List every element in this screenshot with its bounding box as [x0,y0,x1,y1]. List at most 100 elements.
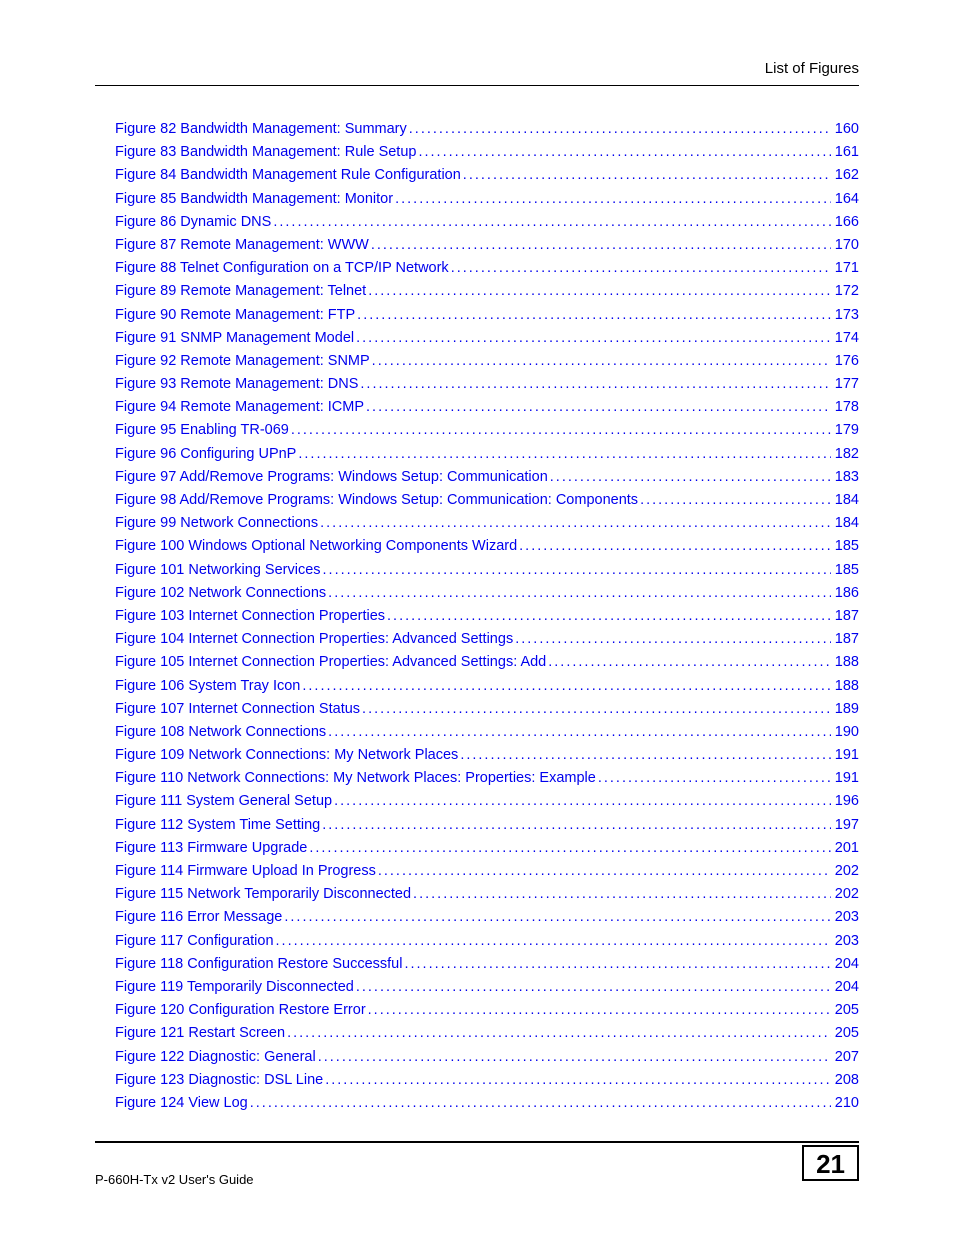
toc-leader-dots [463,164,831,187]
toc-entry-title: Figure 115 Network Temporarily Disconnec… [115,883,411,906]
toc-leader-dots [519,535,831,558]
toc-entry[interactable]: Figure 109 Network Connections: My Netwo… [115,744,859,767]
toc-entry[interactable]: Figure 103 Internet Connection Propertie… [115,605,859,628]
toc-leader-dots [325,1069,831,1092]
toc-entry[interactable]: Figure 108 Network Connections190 [115,721,859,744]
toc-entry[interactable]: Figure 93 Remote Management: DNS177 [115,373,859,396]
toc-entry-page: 188 [831,675,859,698]
page-number: 21 [802,1145,859,1181]
toc-entry-page: 188 [831,651,859,674]
toc-entry-title: Figure 109 Network Connections: My Netwo… [115,744,458,767]
toc-entry[interactable]: Figure 104 Internet Connection Propertie… [115,628,859,651]
toc-entry-title: Figure 122 Diagnostic: General [115,1046,316,1069]
toc-entry[interactable]: Figure 110 Network Connections: My Netwo… [115,767,859,790]
toc-leader-dots [322,814,831,837]
toc-entry[interactable]: Figure 113 Firmware Upgrade201 [115,837,859,860]
toc-leader-dots [276,930,831,953]
toc-entry-title: Figure 124 View Log [115,1092,248,1115]
toc-entry[interactable]: Figure 106 System Tray Icon 188 [115,675,859,698]
toc-entry-title: Figure 106 System Tray Icon [115,675,300,698]
toc-entry[interactable]: Figure 107 Internet Connection Status189 [115,698,859,721]
document-page: List of Figures Figure 82 Bandwidth Mana… [0,0,954,1235]
toc-entry[interactable]: Figure 123 Diagnostic: DSL Line208 [115,1069,859,1092]
toc-entry-title: Figure 118 Configuration Restore Success… [115,953,402,976]
toc-entry-title: Figure 116 Error Message [115,906,282,929]
toc-entry-page: 160 [831,118,859,141]
toc-leader-dots [378,860,831,883]
toc-entry-page: 184 [831,512,859,535]
toc-entry[interactable]: Figure 94 Remote Management: ICMP 178 [115,396,859,419]
toc-entry-page: 187 [831,605,859,628]
toc-entry[interactable]: Figure 112 System Time Setting 197 [115,814,859,837]
toc-entry[interactable]: Figure 120 Configuration Restore Error20… [115,999,859,1022]
toc-entry[interactable]: Figure 89 Remote Management: Telnet172 [115,280,859,303]
toc-entry-page: 185 [831,535,859,558]
toc-entry[interactable]: Figure 83 Bandwidth Management: Rule Set… [115,141,859,164]
toc-leader-dots [404,953,830,976]
toc-entry-page: 197 [831,814,859,837]
toc-entry[interactable]: Figure 116 Error Message203 [115,906,859,929]
toc-entry-page: 189 [831,698,859,721]
toc-entry[interactable]: Figure 95 Enabling TR-069179 [115,419,859,442]
toc-entry[interactable]: Figure 87 Remote Management: WWW170 [115,234,859,257]
toc-entry[interactable]: Figure 102 Network Connections186 [115,582,859,605]
toc-entry[interactable]: Figure 98 Add/Remove Programs: Windows S… [115,489,859,512]
toc-entry[interactable]: Figure 117 Configuration203 [115,930,859,953]
toc-entry[interactable]: Figure 121 Restart Screen205 [115,1022,859,1045]
toc-entry[interactable]: Figure 96 Configuring UPnP182 [115,443,859,466]
toc-entry[interactable]: Figure 122 Diagnostic: General207 [115,1046,859,1069]
toc-entry[interactable]: Figure 82 Bandwidth Management: Summary1… [115,118,859,141]
toc-entry[interactable]: Figure 85 Bandwidth Management: Monitor1… [115,188,859,211]
toc-entry[interactable]: Figure 99 Network Connections 184 [115,512,859,535]
toc-leader-dots [368,280,831,303]
toc-entry-page: 176 [831,350,859,373]
toc-leader-dots [515,628,831,651]
toc-entry-title: Figure 99 Network Connections [115,512,318,535]
footer-rule [95,1141,859,1143]
toc-entry[interactable]: Figure 84 Bandwidth Management Rule Conf… [115,164,859,187]
toc-entry-title: Figure 84 Bandwidth Management Rule Conf… [115,164,461,187]
toc-entry[interactable]: Figure 86 Dynamic DNS 166 [115,211,859,234]
toc-leader-dots [371,234,831,257]
toc-entry-title: Figure 92 Remote Management: SNMP [115,350,370,373]
toc-entry-page: 178 [831,396,859,419]
toc-entry-title: Figure 108 Network Connections [115,721,326,744]
toc-entry-page: 201 [831,837,859,860]
toc-leader-dots [418,141,830,164]
toc-entry-title: Figure 114 Firmware Upload In Progress [115,860,376,883]
toc-entry[interactable]: Figure 105 Internet Connection Propertie… [115,651,859,674]
toc-leader-dots [409,118,831,141]
toc-entry[interactable]: Figure 101 Networking Services185 [115,559,859,582]
toc-leader-dots [357,304,831,327]
toc-leader-dots [413,883,831,906]
toc-entry[interactable]: Figure 119 Temporarily Disconnected204 [115,976,859,999]
toc-entry-title: Figure 87 Remote Management: WWW [115,234,369,257]
toc-entry-page: 202 [831,860,859,883]
toc-entry-title: Figure 111 System General Setup [115,790,332,813]
toc-entry[interactable]: Figure 114 Firmware Upload In Progress 20… [115,860,859,883]
toc-leader-dots [328,582,831,605]
toc-leader-dots [362,698,831,721]
toc-entry[interactable]: Figure 115 Network Temporarily Disconnec… [115,883,859,906]
toc-entry[interactable]: Figure 92 Remote Management: SNMP 176 [115,350,859,373]
toc-entry-page: 173 [831,304,859,327]
toc-entry-page: 166 [831,211,859,234]
toc-entry[interactable]: Figure 91 SNMP Management Model174 [115,327,859,350]
toc-entry-title: Figure 112 System Time Setting [115,814,320,837]
toc-leader-dots [640,489,831,512]
toc-entry-title: Figure 95 Enabling TR-069 [115,419,289,442]
toc-entry-title: Figure 94 Remote Management: ICMP [115,396,364,419]
toc-entry-title: Figure 105 Internet Connection Propertie… [115,651,546,674]
toc-entry[interactable]: Figure 111 System General Setup196 [115,790,859,813]
toc-leader-dots [273,211,830,234]
toc-entry[interactable]: Figure 97 Add/Remove Programs: Windows S… [115,466,859,489]
toc-entry[interactable]: Figure 118 Configuration Restore Success… [115,953,859,976]
toc-leader-dots [395,188,831,211]
toc-entry[interactable]: Figure 88 Telnet Configuration on a TCP/… [115,257,859,280]
footer-guide-name: P-660H-Tx v2 User's Guide [95,1166,254,1187]
toc-entry[interactable]: Figure 124 View Log210 [115,1092,859,1115]
toc-entry-title: Figure 86 Dynamic DNS [115,211,271,234]
toc-entry[interactable]: Figure 90 Remote Management: FTP 173 [115,304,859,327]
toc-entry[interactable]: Figure 100 Windows Optional Networking C… [115,535,859,558]
toc-entry-title: Figure 90 Remote Management: FTP [115,304,355,327]
